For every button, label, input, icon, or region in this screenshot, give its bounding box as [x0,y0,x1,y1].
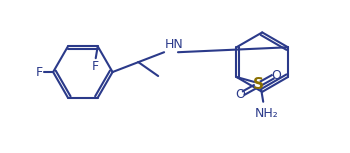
Text: NH₂: NH₂ [254,107,278,120]
Text: O: O [236,88,245,101]
Text: F: F [36,65,43,78]
Text: HN: HN [165,38,184,51]
Text: F: F [92,60,99,73]
Text: O: O [271,69,281,82]
Text: S: S [253,77,264,92]
